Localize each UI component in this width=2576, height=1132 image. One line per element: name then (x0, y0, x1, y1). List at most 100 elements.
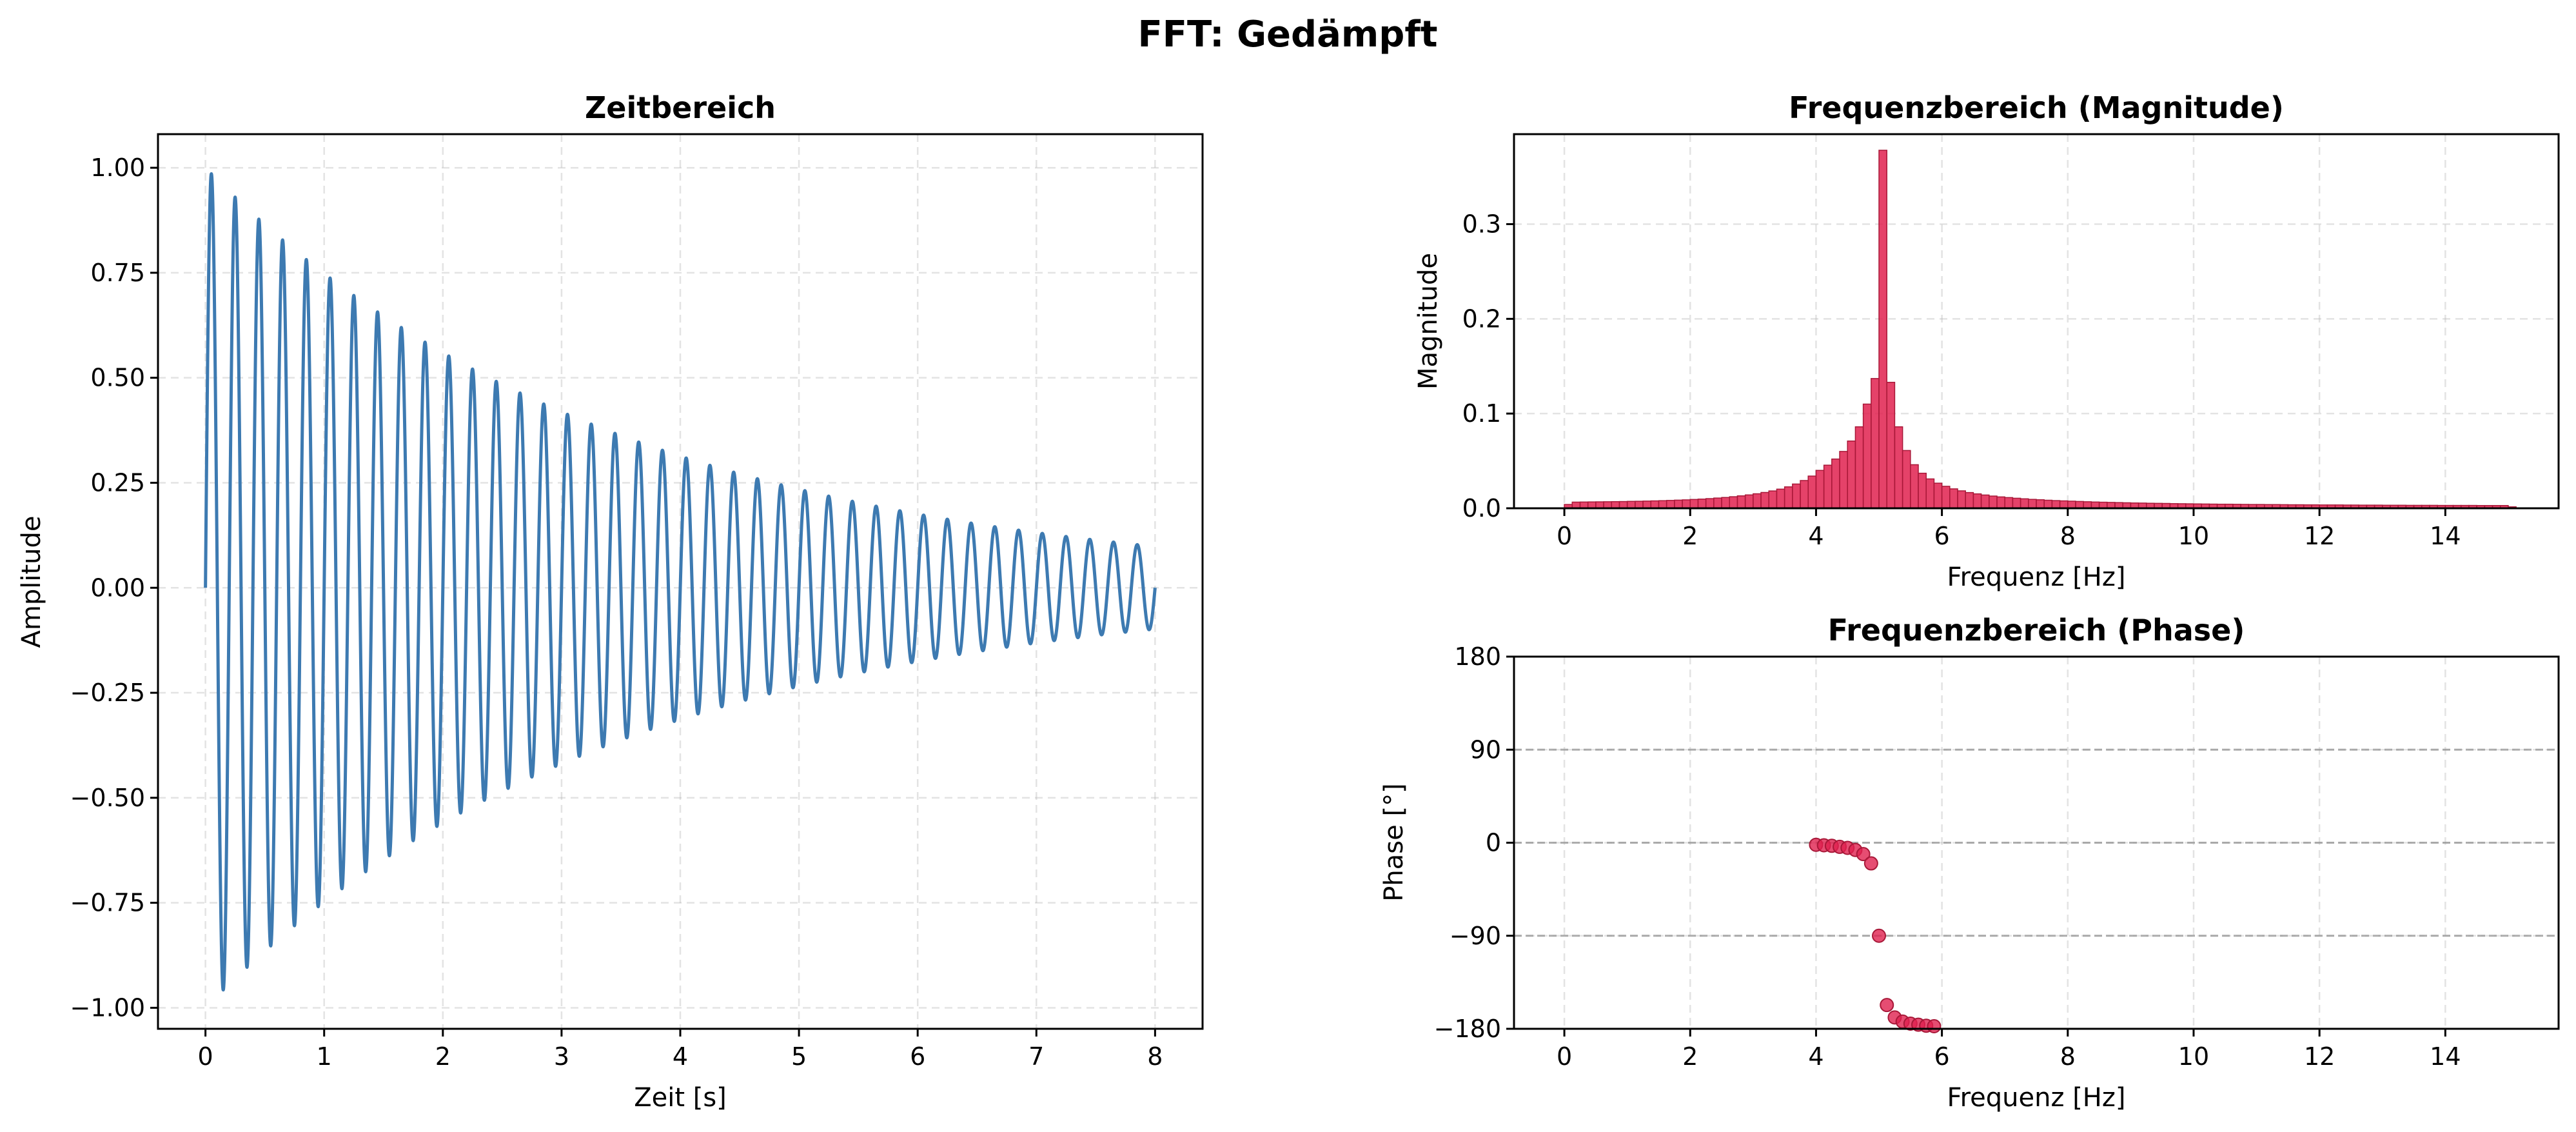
magnitude-bar (1862, 403, 1872, 509)
time-xtick-label: 5 (791, 1042, 807, 1071)
magnitude-bar (1910, 464, 1919, 509)
phase-xtick-label: 14 (2430, 1042, 2461, 1071)
phase-point (1880, 998, 1894, 1013)
time-xtick-label: 8 (1147, 1042, 1163, 1071)
phase-ytick-label: −90 (1450, 922, 1501, 950)
magnitude-xtick-label: 8 (2060, 522, 2076, 550)
time-xtick-label: 3 (554, 1042, 569, 1071)
magnitude-bar (2020, 498, 2029, 509)
magnitude-ytick-label: 0.3 (1462, 210, 1501, 238)
magnitude-xtick-label: 12 (2304, 522, 2335, 550)
magnitude-bar (2075, 501, 2084, 509)
phase-xtick-label: 12 (2304, 1042, 2335, 1071)
magnitude-bar (2051, 500, 2061, 509)
time-signal-line (204, 172, 1157, 992)
magnitude-ytick-label: 0.1 (1462, 399, 1501, 428)
magnitude-bar (2036, 499, 2045, 509)
magnitude-bar (1918, 472, 1927, 509)
magnitude-bar (1996, 496, 2005, 509)
magnitude-xtick-label: 4 (1808, 522, 1824, 550)
phase-ytick-label: −180 (1434, 1015, 1501, 1043)
magnitude-bar (1768, 490, 1778, 509)
magnitude-bar (2059, 500, 2069, 509)
magnitude-bar (1941, 486, 1951, 509)
time-ytick-label: −0.25 (70, 679, 145, 707)
magnitude-bar (1949, 488, 1958, 509)
magnitude-bar (1753, 493, 1762, 509)
magnitude-bar (1729, 496, 1738, 509)
magnitude-bar (1705, 498, 1715, 509)
magnitude-bar (1800, 480, 1809, 509)
magnitude-bar (1626, 501, 1636, 509)
magnitude-bar (1886, 381, 1896, 509)
figure-title: FFT: Gedämpft (1138, 14, 1438, 55)
magnitude-bar (1744, 494, 1754, 509)
time-xlabel: Zeit [s] (634, 1083, 727, 1113)
phase-xtick-label: 8 (2060, 1042, 2076, 1071)
magnitude-bar (1878, 150, 1887, 509)
magnitude-bar (1980, 494, 1990, 509)
magnitude-bar (1666, 500, 1675, 509)
magnitude-bar (1760, 492, 1769, 509)
magnitude-ytick-label: 0.2 (1462, 304, 1501, 333)
magnitude-bar (1871, 378, 1880, 509)
phase-points (1809, 837, 1942, 1033)
magnitude-grid (1514, 134, 2559, 510)
magnitude-bar (1603, 501, 1613, 509)
time-xtick-label: 2 (435, 1042, 451, 1071)
magnitude-axes-frame (1513, 133, 2560, 510)
magnitude-bar (1831, 458, 1840, 509)
time-axes-title: Zeitbereich (585, 90, 776, 125)
time-ytick-label: −1.00 (70, 993, 145, 1022)
magnitude-bar (2067, 501, 2076, 509)
magnitude-bar (1933, 482, 1943, 509)
magnitude-bar (1847, 441, 1856, 509)
magnitude-xtick-label: 2 (1682, 522, 1698, 550)
magnitude-bar (1894, 426, 1903, 509)
magnitude-bar (1925, 478, 1935, 509)
time-grid (158, 134, 1203, 1029)
magnitude-bar (1721, 497, 1731, 509)
magnitude-bar (2043, 499, 2053, 509)
time-xtick-label: 6 (910, 1042, 925, 1071)
magnitude-bar (1642, 501, 1652, 509)
phase-point (1856, 847, 1871, 862)
time-ytick-label: 0.50 (90, 364, 145, 392)
magnitude-ytick-label: 0.0 (1462, 494, 1501, 522)
magnitude-bar (1823, 464, 1833, 509)
magnitude-bar (1776, 488, 1785, 509)
phase-xtick-label: 2 (1682, 1042, 1698, 1071)
time-ytick-label: 1.00 (90, 154, 145, 182)
time-xtick-label: 4 (673, 1042, 688, 1071)
magnitude-bar (1611, 501, 1620, 509)
magnitude-panel: 0 2 4 6 8 10 12 14 0.0 0.1 0.2 0.3 Frequenzbereich … (1413, 90, 2560, 592)
time-ytick-label: 0.00 (90, 573, 145, 602)
magnitude-bar (1839, 451, 1848, 509)
time-ticks: 0 1 2 3 4 5 6 7 8 −1.00 −0.75 −0.50 −0.25 0.00 0.25 0.5… (70, 154, 1163, 1071)
magnitude-bar (1618, 501, 1628, 509)
magnitude-bar (1989, 495, 1998, 509)
time-ylabel: Amplitude (17, 516, 46, 648)
magnitude-xtick-label: 14 (2430, 522, 2461, 550)
magnitude-bar (2004, 497, 2014, 509)
time-ytick-label: −0.50 (70, 784, 145, 812)
magnitude-bar (1815, 470, 1825, 509)
phase-xtick-label: 10 (2178, 1042, 2209, 1071)
time-xtick-label: 7 (1028, 1042, 1044, 1071)
magnitude-bar (1965, 492, 1974, 509)
time-xtick-label: 0 (198, 1042, 213, 1071)
magnitude-bar (1635, 501, 1644, 509)
magnitude-bar (1957, 490, 1966, 509)
magnitude-ticks: 0 2 4 6 8 10 12 14 0.0 0.1 0.2 0.3 (1462, 210, 2461, 550)
magnitude-xtick-label: 10 (2178, 522, 2209, 550)
magnitude-xtick-label: 6 (1934, 522, 1950, 550)
magnitude-ylabel: Magnitude (1413, 253, 1443, 390)
magnitude-bar (1682, 499, 1691, 509)
magnitude-bar (1689, 499, 1699, 509)
time-domain-panel: 0 1 2 3 4 5 6 7 8 −1.00 −0.75 −0.50 −0.25 0.00 0.25 0.5… (17, 90, 1204, 1113)
magnitude-bar (2028, 499, 2037, 509)
magnitude-bar (1713, 497, 1722, 509)
phase-xtick-label: 6 (1934, 1042, 1950, 1071)
magnitude-xtick-label: 0 (1557, 522, 1572, 550)
